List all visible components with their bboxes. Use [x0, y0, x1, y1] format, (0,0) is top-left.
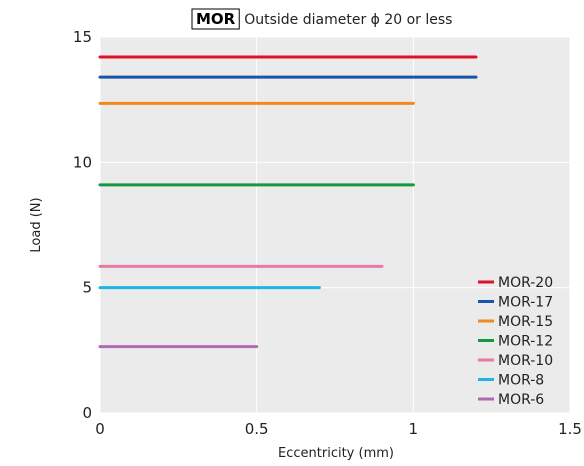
- title-text: Outside diameter ϕ 20 or less: [244, 12, 452, 28]
- y-tick-label: 5: [82, 279, 92, 297]
- title-badge-box: [191, 8, 240, 30]
- legend-label: MOR-6: [498, 392, 544, 408]
- legend-label: MOR-17: [498, 295, 553, 311]
- x-tick-label: 1.5: [558, 420, 582, 438]
- y-tick-label: 0: [82, 404, 92, 422]
- y-axis-label: Load (N): [29, 197, 44, 252]
- legend-label: MOR-8: [498, 373, 544, 389]
- legend-label: MOR-15: [498, 314, 553, 330]
- y-tick-label: 15: [73, 28, 92, 46]
- x-tick-label: 0.5: [245, 420, 269, 438]
- title-badge: MOR: [196, 10, 236, 28]
- x-tick-label: 1: [409, 420, 419, 438]
- legend-label: MOR-12: [498, 334, 553, 350]
- tick-labels: 0 0.5 1 1.5 0 5 10 15: [73, 28, 582, 438]
- legend-label: MOR-20: [498, 275, 553, 291]
- plot-area: [100, 37, 570, 413]
- series-layer: [98, 55, 478, 349]
- legend: MOR-20 MOR-17 MOR-15 MOR-12 MOR-10 MOR-8 MOR-6: [478, 275, 553, 408]
- y-tick-label: 10: [73, 153, 92, 171]
- chart-title: MOR Outside diameter ϕ 20 or less: [191, 8, 452, 30]
- legend-label: MOR-10: [498, 353, 553, 369]
- x-tick-label: 0: [95, 420, 105, 438]
- grid-lines: [99, 36, 571, 414]
- x-axis-label: Eccentricity (mm): [278, 446, 394, 461]
